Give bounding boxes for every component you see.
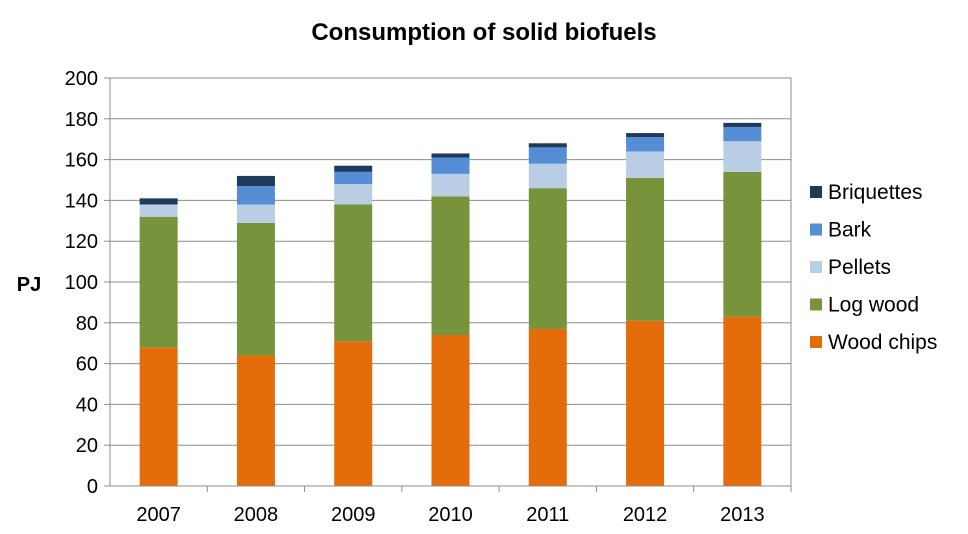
bar-pellets-2010: [431, 173, 470, 197]
y-tick-label: 100: [65, 272, 98, 294]
bar-wood-chips-2009: [334, 341, 373, 486]
bar-log-wood-2007: [139, 216, 178, 348]
legend-item-log-wood: Log wood: [810, 294, 919, 317]
y-tick-label: 160: [65, 150, 98, 172]
bars: [139, 122, 762, 486]
bar-pellets-2013: [723, 141, 762, 172]
legend-swatch: [810, 223, 822, 236]
legend-label: Briquettes: [828, 181, 923, 204]
bar-briquettes-2013: [723, 122, 762, 127]
bar-log-wood-2012: [626, 177, 665, 321]
x-tick-label: 2012: [623, 504, 668, 526]
bar-log-wood-2009: [334, 204, 373, 342]
x-tick-label: 2013: [720, 504, 765, 526]
legend-label: Log wood: [828, 294, 919, 317]
legend-item-wood-chips: Wood chips: [810, 331, 937, 354]
legend-item-pellets: Pellets: [810, 256, 891, 279]
y-tick-label: 60: [76, 354, 98, 376]
bar-bark-2012: [626, 137, 665, 152]
bar-wood-chips-2013: [723, 316, 762, 486]
axes: 0 20 40 60 80 100 120 140 160 180 200 2007 2008 2009 2…: [65, 68, 792, 526]
y-tick-label: 200: [65, 68, 98, 90]
legend-label: Bark: [828, 219, 872, 242]
x-tick-label: 2008: [234, 504, 279, 526]
y-tick-label: 120: [65, 231, 98, 253]
bar-briquettes-2012: [626, 133, 665, 138]
bar-wood-chips-2008: [236, 355, 275, 486]
legend-label: Pellets: [828, 256, 891, 279]
legend-item-bark: Bark: [810, 219, 872, 242]
bar-wood-chips-2012: [626, 320, 665, 486]
bar-briquettes-2010: [431, 153, 470, 158]
x-tick-label: 2009: [331, 504, 376, 526]
legend-label: Wood chips: [828, 331, 937, 354]
bar-bark-2009: [334, 171, 373, 185]
bar-bark-2013: [723, 126, 762, 142]
bar-briquettes-2009: [334, 165, 373, 172]
legend: Briquettes Bark Pellets Log wood Wood chips: [810, 181, 937, 354]
chart-title: Consumption of solid biofuels: [311, 19, 656, 46]
y-tick-label: 20: [76, 435, 98, 457]
bar-pellets-2007: [139, 204, 178, 217]
x-tick-label: 2011: [526, 504, 569, 526]
bar-log-wood-2011: [528, 188, 567, 329]
bar-pellets-2011: [528, 163, 567, 189]
bar-bark-2008: [236, 186, 275, 205]
bar-log-wood-2013: [723, 171, 762, 317]
bar-wood-chips-2010: [431, 335, 470, 486]
bar-pellets-2008: [236, 204, 275, 223]
y-tick-label: 40: [76, 394, 98, 416]
bar-briquettes-2007: [139, 198, 178, 205]
bar-wood-chips-2011: [528, 328, 567, 486]
bar-log-wood-2010: [431, 196, 470, 336]
bar-bark-2011: [528, 147, 567, 164]
bar-bark-2010: [431, 157, 470, 174]
x-tick-label: 2010: [428, 504, 473, 526]
legend-swatch: [810, 336, 822, 348]
bar-briquettes-2008: [236, 175, 275, 187]
legend-item-briquettes: Briquettes: [810, 181, 923, 204]
legend-swatch: [810, 261, 822, 273]
legend-swatch: [810, 298, 822, 311]
bar-log-wood-2008: [236, 222, 275, 356]
bar-briquettes-2011: [528, 143, 567, 148]
y-tick-label: 180: [65, 109, 98, 131]
legend-swatch: [810, 186, 822, 198]
y-tick-label: 80: [76, 313, 98, 335]
x-tick-label: 2007: [136, 504, 181, 526]
bar-pellets-2009: [334, 184, 373, 205]
bar-pellets-2012: [626, 151, 665, 178]
bar-wood-chips-2007: [139, 347, 178, 486]
y-tick-label: 0: [87, 476, 98, 498]
y-axis-label: PJ: [17, 274, 41, 296]
y-tick-label: 140: [65, 190, 98, 212]
